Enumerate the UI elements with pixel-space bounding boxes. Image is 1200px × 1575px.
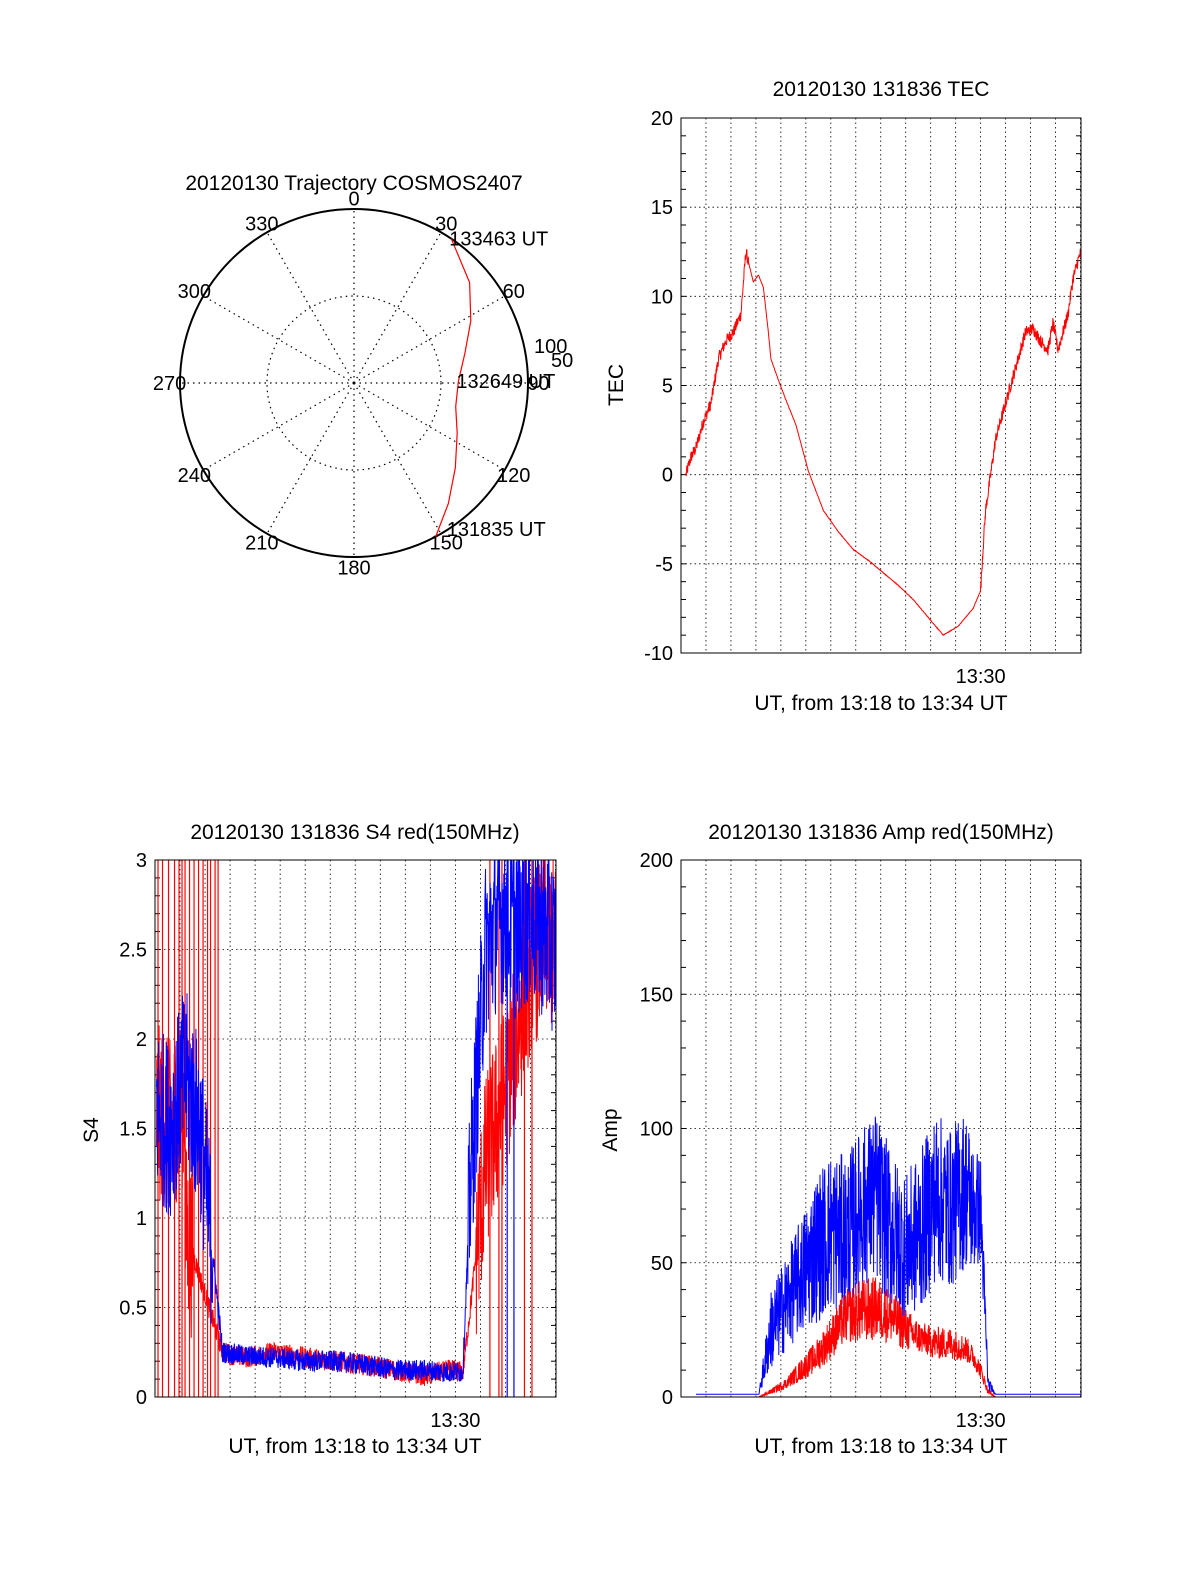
polar-grid <box>179 208 529 558</box>
y-tick-label: 2 <box>136 1029 147 1051</box>
plot-frame <box>680 859 1082 1398</box>
s4-title: 20120130 131836 S4 red(150MHz) <box>190 821 519 844</box>
series-line-red <box>685 248 1081 636</box>
y-tick-label: -5 <box>655 554 673 576</box>
series-line-red <box>696 1277 1081 1397</box>
trajectory-time-label: 133463 UT <box>449 229 548 251</box>
polar-spoke <box>266 232 355 384</box>
y-tick-label: 10 <box>651 286 673 308</box>
amp-xlabel: UT, from 13:18 to 13:34 UT <box>754 1435 1007 1458</box>
y-tick-label: 0 <box>136 1387 147 1409</box>
y-tick-label: 2.5 <box>119 940 147 962</box>
series-layer <box>156 860 556 1397</box>
y-tick-label: 50 <box>651 1253 673 1275</box>
azimuth-label: 0 <box>348 189 359 211</box>
s4-xlabel: UT, from 13:18 to 13:34 UT <box>228 1435 481 1458</box>
y-tick-label: 3 <box>136 850 147 872</box>
polar-title: 20120130 Trajectory COSMOS2407 <box>185 172 522 195</box>
trajectory-line <box>435 238 472 537</box>
polar-spoke <box>353 295 505 384</box>
polar-spoke <box>353 382 442 534</box>
radius-label: 100 <box>534 336 567 358</box>
polar-spoke <box>203 295 355 384</box>
y-tick-label: 0 <box>662 1387 673 1409</box>
y-tick-label: 1.5 <box>119 1119 147 1141</box>
tec-plot-area: -10 -5 0 5 10 15 20 13:30 <box>644 108 1082 688</box>
series-layer <box>696 1116 1081 1397</box>
y-tick-label: 1 <box>136 1208 147 1230</box>
azimuth-label: 300 <box>178 281 211 303</box>
azimuth-label: 210 <box>245 533 278 555</box>
tec-chart: 20120130 131836 TEC UT, from 13:18 to 13… <box>605 78 1082 715</box>
azimuth-label: 180 <box>337 557 370 579</box>
s4-chart: 20120130 131836 S4 red(150MHz) UT, from … <box>80 821 557 1458</box>
polar-spoke <box>353 382 505 471</box>
azimuth-label: 270 <box>153 373 186 395</box>
y-tick-label: 20 <box>651 108 673 130</box>
amp-ylabel: Amp <box>599 1108 622 1151</box>
amp-title: 20120130 131836 Amp red(150MHz) <box>708 821 1054 844</box>
y-tick-label: 15 <box>651 197 673 219</box>
y-tick-label: 5 <box>662 376 673 398</box>
polar-trajectory-chart: 20120130 Trajectory COSMOS2407 0 30 60 90 12… <box>153 172 573 579</box>
plot-frame <box>680 117 1082 654</box>
azimuth-label: 240 <box>178 465 211 487</box>
azimuth-label: 330 <box>245 213 278 235</box>
x-tick-label: 13:30 <box>956 666 1006 688</box>
x-tick-label: 13:30 <box>956 1410 1006 1432</box>
tec-xlabel: UT, from 13:18 to 13:34 UT <box>754 692 1007 715</box>
azimuth-label: 30 <box>435 213 457 235</box>
azimuth-label: 90 <box>527 373 549 395</box>
series-line-blue <box>696 1116 1081 1395</box>
polar-spoke <box>353 232 442 384</box>
azimuth-label: 60 <box>503 281 525 303</box>
y-tick-label: -10 <box>644 643 673 665</box>
y-tick-label: 0.5 <box>119 1298 147 1320</box>
amp-chart: 20120130 131836 Amp red(150MHz) UT, from… <box>599 821 1082 1458</box>
azimuth-label: 150 <box>430 533 463 555</box>
y-tick-label: 100 <box>640 1119 673 1141</box>
polar-ring-50 <box>266 295 442 471</box>
polar-spoke <box>266 382 355 534</box>
trajectory-time-label: 132649 UT <box>456 371 555 393</box>
radius-label: 50 <box>551 350 573 372</box>
tec-title: 20120130 131836 TEC <box>773 78 990 101</box>
polar-trajectory: 133463 UT 132649 UT 131835 UT <box>435 229 555 541</box>
y-tick-label: 0 <box>662 465 673 487</box>
series-layer <box>685 248 1081 636</box>
series-line-blue <box>156 860 556 1382</box>
x-tick-label: 13:30 <box>430 1410 480 1432</box>
amp-plot-area: 0 50 100 150 200 13:30 <box>640 850 1082 1432</box>
polar-outer-circle <box>179 208 529 558</box>
y-tick-label: 150 <box>640 984 673 1006</box>
s4-plot-area: 0 0.5 1 1.5 2 2.5 3 13:30 <box>119 850 557 1432</box>
trajectory-time-label: 131835 UT <box>447 519 546 541</box>
y-tick-label: 200 <box>640 850 673 872</box>
s4-ylabel: S4 <box>80 1117 103 1143</box>
plot-frame <box>154 859 557 1398</box>
azimuth-label: 120 <box>497 465 530 487</box>
tec-ylabel: TEC <box>605 364 628 406</box>
polar-spoke <box>203 382 355 471</box>
